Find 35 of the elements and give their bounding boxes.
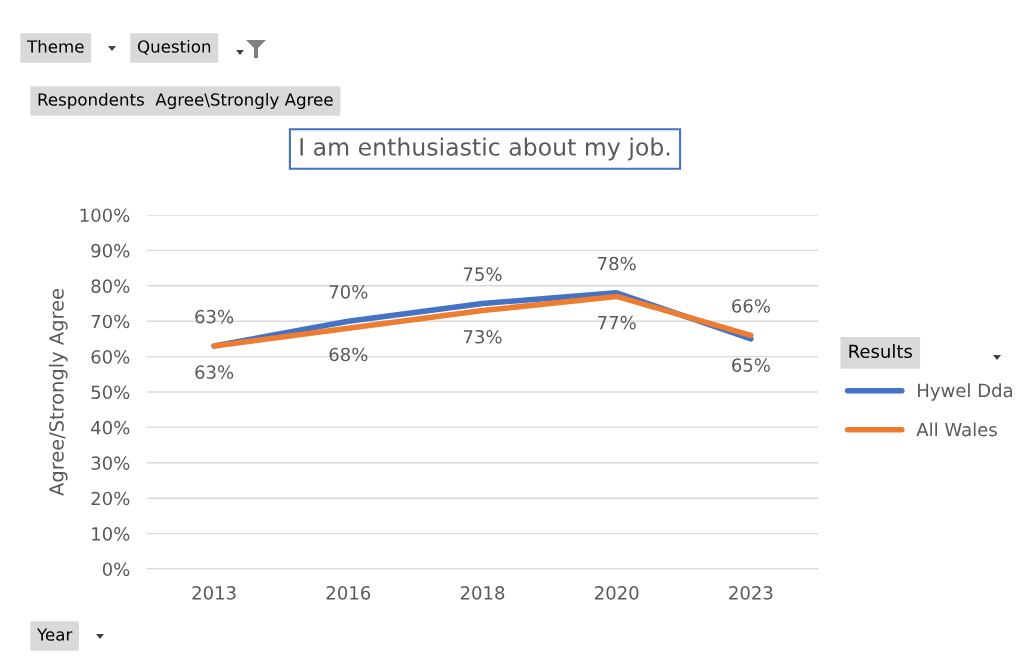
legend-label: All Wales xyxy=(916,422,997,437)
x-tick-label: 2013 xyxy=(192,585,236,600)
y-tick-label: 30% xyxy=(91,456,130,470)
y-tick-label: 50% xyxy=(91,385,130,400)
y-tick-label: 10% xyxy=(92,527,130,541)
data-label: 63% xyxy=(195,309,234,324)
y-tick-label: 0% xyxy=(102,562,130,577)
data-label: 66% xyxy=(732,299,770,313)
x-tick-label: 2020 xyxy=(595,585,639,600)
chart-title: I am enthusiastic about my job. xyxy=(300,137,670,161)
data-label: 77% xyxy=(598,315,636,330)
y-tick-label: 20% xyxy=(91,491,130,506)
y-tick-label: 80% xyxy=(91,279,130,293)
data-label: 73% xyxy=(463,329,502,344)
text: Theme xyxy=(26,39,84,53)
x-tick-label: 2016 xyxy=(326,585,371,600)
text: Question xyxy=(137,39,211,55)
y-tick-label: 100% xyxy=(80,208,130,223)
y-tick-label: 60% xyxy=(91,350,130,364)
y-tick-label: 40% xyxy=(91,420,130,435)
legend-label: Hywel Dda xyxy=(918,383,1012,401)
y-axis-title: Agree/Strongly Agree xyxy=(48,289,68,496)
data-label: 75% xyxy=(463,267,502,281)
data-label: 68% xyxy=(329,347,368,362)
text: Respondents Agree\Strongly Agree xyxy=(38,92,333,110)
x-tick-label: 2018 xyxy=(460,585,505,600)
x-tick-label: 2023 xyxy=(729,585,773,600)
legend-title: Results xyxy=(849,344,912,359)
data-label: 63% xyxy=(195,365,234,379)
text: Year xyxy=(36,628,73,641)
data-label: 78% xyxy=(598,256,636,271)
data-label: 70% xyxy=(329,285,368,299)
y-tick-label: 70% xyxy=(91,314,130,329)
data-label: 65% xyxy=(732,358,770,372)
y-tick-label: 90% xyxy=(91,243,130,258)
